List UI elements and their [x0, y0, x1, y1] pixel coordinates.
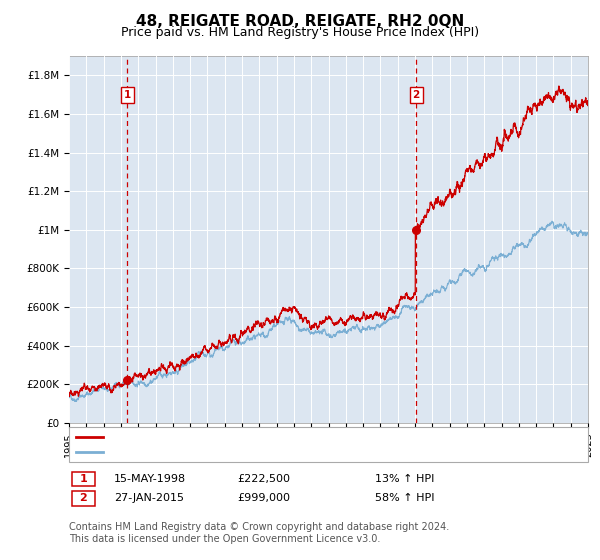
Text: £222,500: £222,500	[237, 474, 290, 484]
Text: 48, REIGATE ROAD, REIGATE, RH2 0QN (detached house): 48, REIGATE ROAD, REIGATE, RH2 0QN (deta…	[107, 432, 425, 442]
Text: 48, REIGATE ROAD, REIGATE, RH2 0QN: 48, REIGATE ROAD, REIGATE, RH2 0QN	[136, 14, 464, 29]
Text: HPI: Average price, detached house, Reigate and Banstead: HPI: Average price, detached house, Reig…	[107, 447, 437, 458]
Text: 13% ↑ HPI: 13% ↑ HPI	[375, 474, 434, 484]
Text: 27-JAN-2015: 27-JAN-2015	[114, 493, 184, 503]
Text: £999,000: £999,000	[237, 493, 290, 503]
Text: Price paid vs. HM Land Registry's House Price Index (HPI): Price paid vs. HM Land Registry's House …	[121, 26, 479, 39]
Text: 58% ↑ HPI: 58% ↑ HPI	[375, 493, 434, 503]
Text: 2: 2	[413, 90, 420, 100]
Text: Contains HM Land Registry data © Crown copyright and database right 2024.
This d: Contains HM Land Registry data © Crown c…	[69, 522, 449, 544]
Text: 2: 2	[80, 493, 87, 503]
Text: 15-MAY-1998: 15-MAY-1998	[114, 474, 186, 484]
Text: 1: 1	[80, 474, 87, 484]
Text: 1: 1	[124, 90, 131, 100]
